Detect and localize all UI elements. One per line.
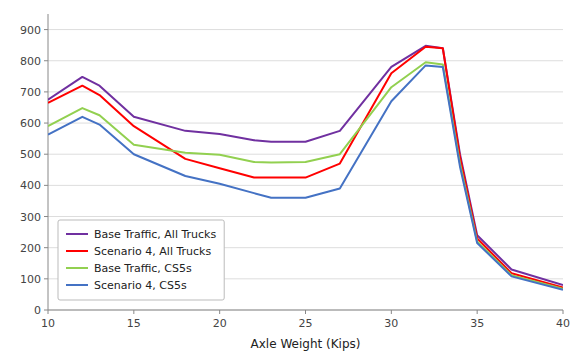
- legend-label: Base Traffic, All Trucks: [94, 228, 216, 241]
- x-tick-label: 35: [470, 317, 484, 330]
- y-tick: [44, 216, 48, 217]
- x-tick: [133, 310, 134, 314]
- x-tick: [391, 310, 392, 314]
- chart-container: 0 100 200 300 400 500 600 700 800 900 10 15 20 25 30 35…: [0, 0, 579, 356]
- grid-line: [48, 185, 563, 186]
- grid-line: [48, 29, 563, 30]
- grid-line: [48, 60, 563, 61]
- y-axis-line: [48, 14, 49, 310]
- legend-swatch: [66, 250, 88, 252]
- y-tick: [44, 185, 48, 186]
- legend-swatch: [66, 284, 88, 286]
- y-tick-label: 500: [20, 148, 41, 161]
- grid: [48, 30, 563, 310]
- x-axis-label: Axle Weight (Kips): [251, 337, 361, 351]
- legend-box: [58, 220, 224, 300]
- legend-swatch: [66, 267, 88, 269]
- lines: [48, 46, 563, 290]
- y-tick-label: 800: [20, 55, 41, 68]
- x-tick-label: 40: [556, 317, 570, 330]
- y-tick-label: 700: [20, 86, 41, 99]
- x-tick-label: 20: [213, 317, 227, 330]
- grid-line: [48, 216, 563, 217]
- legend-label: Base Traffic, CS5s: [94, 262, 192, 275]
- chart: 0 100 200 300 400 500 600 700 800 900 10 15 20 25 30 35…: [0, 0, 579, 356]
- x-tick: [219, 310, 220, 314]
- y-tick-label: 100: [20, 273, 41, 286]
- grid-line: [48, 123, 563, 124]
- y-tick-label: 600: [20, 117, 41, 130]
- y-tick-label: 0: [34, 304, 41, 317]
- x-tick: [305, 310, 306, 314]
- x-tick-label: 10: [41, 317, 55, 330]
- y-tick: [44, 154, 48, 155]
- y-tick-label: 900: [20, 24, 41, 37]
- x-tick: [48, 310, 49, 314]
- y-tick: [44, 247, 48, 248]
- x-tick: [563, 310, 564, 314]
- y-tick: [44, 123, 48, 124]
- y-tick: [44, 60, 48, 61]
- legend-swatch: [66, 233, 88, 235]
- y-tick: [44, 310, 48, 311]
- x-tick-label: 15: [127, 317, 141, 330]
- y-tick-label: 400: [20, 179, 41, 192]
- y-tick-label: 300: [20, 211, 41, 224]
- axes: 0 100 200 300 400 500 600 700 800 900 10 15 20 25 30 35…: [20, 14, 570, 330]
- series-line: [48, 65, 563, 289]
- grid-line: [48, 91, 563, 92]
- x-tick-label: 25: [299, 317, 313, 330]
- y-tick: [44, 91, 48, 92]
- background: [0, 0, 579, 356]
- y-tick-label: 200: [20, 242, 41, 255]
- y-tick: [44, 278, 48, 279]
- legend-label: Scenario 4, CS5s: [94, 279, 187, 292]
- x-tick: [477, 310, 478, 314]
- x-tick-label: 30: [384, 317, 398, 330]
- series-line: [48, 62, 563, 289]
- y-tick: [44, 29, 48, 30]
- grid-line: [48, 154, 563, 155]
- legend-label: Scenario 4, All Trucks: [94, 245, 211, 258]
- legend: Base Traffic, All Trucks Scenario 4, All …: [58, 220, 224, 300]
